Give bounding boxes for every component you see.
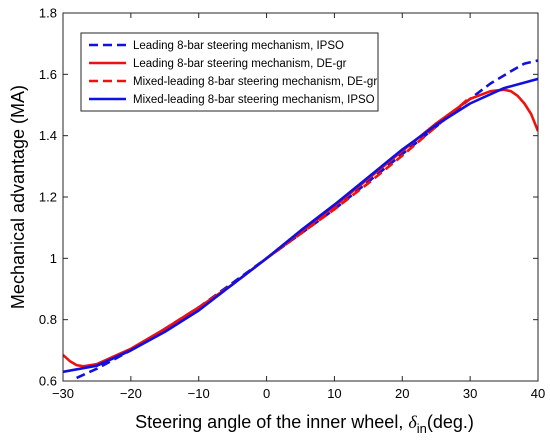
x-tick-label: −30 [52,386,74,401]
x-axis-title-symbol: δ [408,412,417,432]
y-tick-label: 1.6 [39,67,57,82]
x-tick-label: 20 [395,386,409,401]
y-tick-label: 1 [50,251,57,266]
y-tick-label: 0.6 [39,374,57,389]
x-tick-label: −10 [188,386,210,401]
plot-series-group [63,59,538,380]
x-axis-title-subscript: in [417,421,427,436]
legend-label-3: Mixed-leading 8-bar steering mechanism, … [133,76,377,88]
y-tick-label: 1.8 [39,6,57,21]
legend-label-4: Mixed-leading 8-bar steering mechanism, … [133,94,375,106]
legend-label-1: Leading 8-bar steering mechanism, IPSO [133,40,344,52]
y-tick-label: 1.2 [39,190,57,205]
legend-box [80,32,379,112]
legend: Leading 8-bar steering mechanism, IPSO Le… [80,32,379,112]
x-axis-title-unit: (deg.) [427,412,474,432]
y-tick-label: 0.8 [39,312,57,327]
y-tick-label: 1.4 [39,128,57,143]
x-tick-label: 40 [531,386,545,401]
legend-label-2: Leading 8-bar steering mechanism, DE-gr [133,58,347,70]
x-tick-label: −20 [120,386,142,401]
x-axis-title-main: Steering angle of the inner wheel, [135,412,408,432]
axis-ticks-group: −30 −20 −10 0 10 20 30 40 0.6 0.8 1 1.2 1.4 1.6 1.8 [39,6,545,402]
x-tick-label: 0 [263,386,270,401]
x-axis-title: Steering angle of the inner wheel, δin(d… [135,412,474,436]
series-line-4-mixed-leading-8-bar-steering-mechanism-ipso [63,77,538,374]
y-axis-title: Mechanical advantage (MA) [8,85,28,309]
x-tick-label: 30 [463,386,477,401]
x-tick-label: 10 [327,386,341,401]
